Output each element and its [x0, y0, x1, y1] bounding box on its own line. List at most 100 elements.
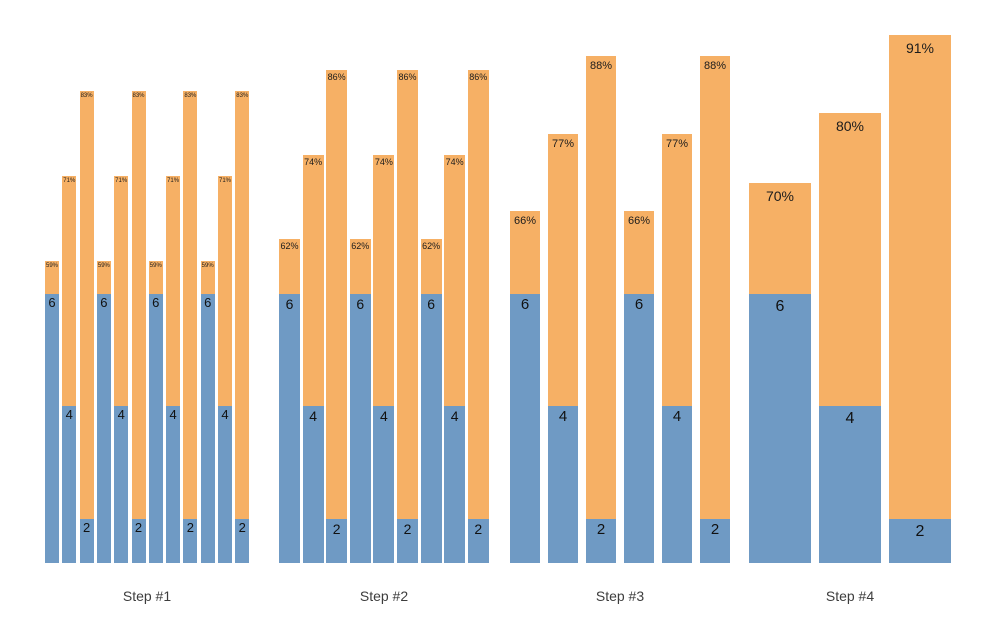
bar-base-segment: 4 [302, 405, 324, 563]
bar-category-label: 6 [356, 295, 365, 312]
bar-base-segment: 6 [749, 293, 811, 563]
bar-category-label: 2 [82, 520, 91, 536]
bar-base-segment: 4 [548, 405, 578, 563]
bar: 77% 4 [548, 133, 578, 563]
bar-base-segment: 6 [148, 293, 163, 563]
bar-category-label: 6 [775, 297, 785, 315]
bar-total-percent-label: 62% [422, 241, 441, 252]
bar-base-segment: 4 [819, 405, 881, 563]
bar-base-segment: 6 [96, 293, 111, 563]
bar-base-segment: 6 [624, 293, 654, 563]
bar: 59% 6 [45, 260, 59, 563]
bar-total-percent-label: 66% [627, 215, 651, 228]
bar-base-segment: 6 [510, 293, 540, 563]
bar-category-label: 2 [332, 521, 341, 538]
bar-base-segment: 4 [166, 405, 181, 563]
bar-total-percent-label: 59% [97, 262, 110, 269]
group-label-step-1: Step #1 [122, 588, 172, 604]
bar-total-percent-label: 83% [236, 93, 249, 100]
bar: 77% 4 [662, 133, 692, 563]
bar: 83% 2 [235, 91, 250, 563]
bar-category-label: 4 [169, 406, 177, 422]
bar: 83% 2 [131, 91, 146, 563]
bar-total-percent-label: 59% [201, 262, 214, 269]
bar-base-segment: 2 [183, 519, 198, 563]
bar-total-percent-label: 86% [469, 72, 488, 83]
bar-category-label: 6 [520, 295, 530, 313]
bar-category-label: 2 [134, 520, 143, 536]
bar-total-percent-label: 74% [374, 156, 393, 167]
bar-base-segment: 2 [700, 519, 730, 563]
bar: 62% 6 [279, 239, 300, 563]
bar-category-label: 2 [238, 520, 246, 536]
bar-base-segment: 4 [444, 405, 466, 563]
bar: 62% 6 [349, 239, 371, 563]
group-label-step-4: Step #4 [825, 588, 875, 604]
bar: 88% 2 [586, 56, 616, 563]
bar-total-percent-label: 59% [45, 262, 58, 269]
bar-base-segment: 2 [467, 519, 489, 563]
group-label-step-2: Step #2 [359, 588, 409, 604]
bar-total-percent-label: 74% [445, 156, 464, 167]
bar: 74% 4 [373, 154, 395, 563]
bar: 88% 2 [700, 56, 730, 563]
bar-total-percent-label: 62% [351, 241, 370, 252]
bar-total-percent-label: 71% [218, 177, 231, 184]
bar-category-label: 2 [710, 521, 720, 539]
bar-base-segment: 2 [397, 519, 418, 563]
bar-category-label: 2 [403, 521, 412, 538]
bar-total-percent-label: 88% [589, 60, 613, 73]
bar-category-label: 4 [845, 409, 855, 427]
bar-category-label: 2 [474, 521, 483, 538]
bar-category-label: 4 [672, 407, 682, 425]
bar-category-label: 2 [596, 521, 606, 539]
bar-base-segment: 2 [889, 519, 951, 563]
bar-category-label: 4 [221, 406, 229, 422]
bar-category-label: 4 [558, 407, 568, 425]
bar-category-label: 6 [427, 295, 435, 312]
bar: 70% 6 [749, 183, 811, 563]
bar: 66% 6 [624, 211, 654, 563]
bar: 74% 4 [302, 154, 324, 563]
bar-base-segment: 6 [279, 293, 300, 563]
bar-category-label: 4 [379, 407, 388, 424]
bar-category-label: 6 [204, 294, 212, 310]
bar-base-segment: 6 [200, 293, 215, 563]
bar-base-segment: 2 [586, 519, 616, 563]
bar: 83% 2 [79, 91, 94, 563]
bar-total-percent-label: 71% [115, 177, 128, 184]
bar-category-label: 4 [65, 406, 73, 422]
bar: 86% 2 [326, 70, 348, 563]
bar: 74% 4 [444, 154, 466, 563]
bar-total-percent-label: 66% [513, 215, 537, 228]
bar: 66% 6 [510, 211, 540, 563]
bar-category-label: 2 [186, 520, 194, 536]
bar: 71% 4 [114, 175, 129, 563]
bar-base-segment: 4 [373, 405, 395, 563]
bar-base-segment: 4 [114, 405, 129, 563]
bar-category-label: 6 [634, 295, 644, 313]
bar: 86% 2 [397, 70, 418, 563]
bar-category-label: 6 [285, 295, 294, 312]
bar-total-percent-label: 70% [765, 188, 795, 204]
bar-total-percent-label: 86% [398, 72, 417, 83]
bar-total-percent-label: 62% [280, 241, 299, 252]
bar-category-label: 6 [100, 294, 108, 310]
bar-total-percent-label: 77% [551, 137, 575, 150]
bar-total-percent-label: 83% [80, 93, 93, 100]
bar-base-segment: 2 [326, 519, 348, 563]
bar-category-label: 4 [450, 407, 459, 424]
bar: 59% 6 [200, 260, 215, 563]
bar-total-percent-label: 86% [327, 72, 346, 83]
bar-category-label: 2 [915, 523, 925, 541]
bar: 91% 2 [889, 34, 951, 563]
bar-category-label: 4 [117, 406, 125, 422]
bar: 59% 6 [148, 260, 163, 563]
bar-category-label: 6 [48, 294, 56, 310]
bar-base-segment: 4 [62, 405, 77, 563]
bar-base-segment: 2 [79, 519, 94, 563]
bar: 80% 4 [819, 112, 881, 563]
bar: 71% 4 [62, 175, 77, 563]
bar-total-percent-label: 88% [703, 60, 727, 73]
bar-total-percent-label: 83% [184, 93, 197, 100]
